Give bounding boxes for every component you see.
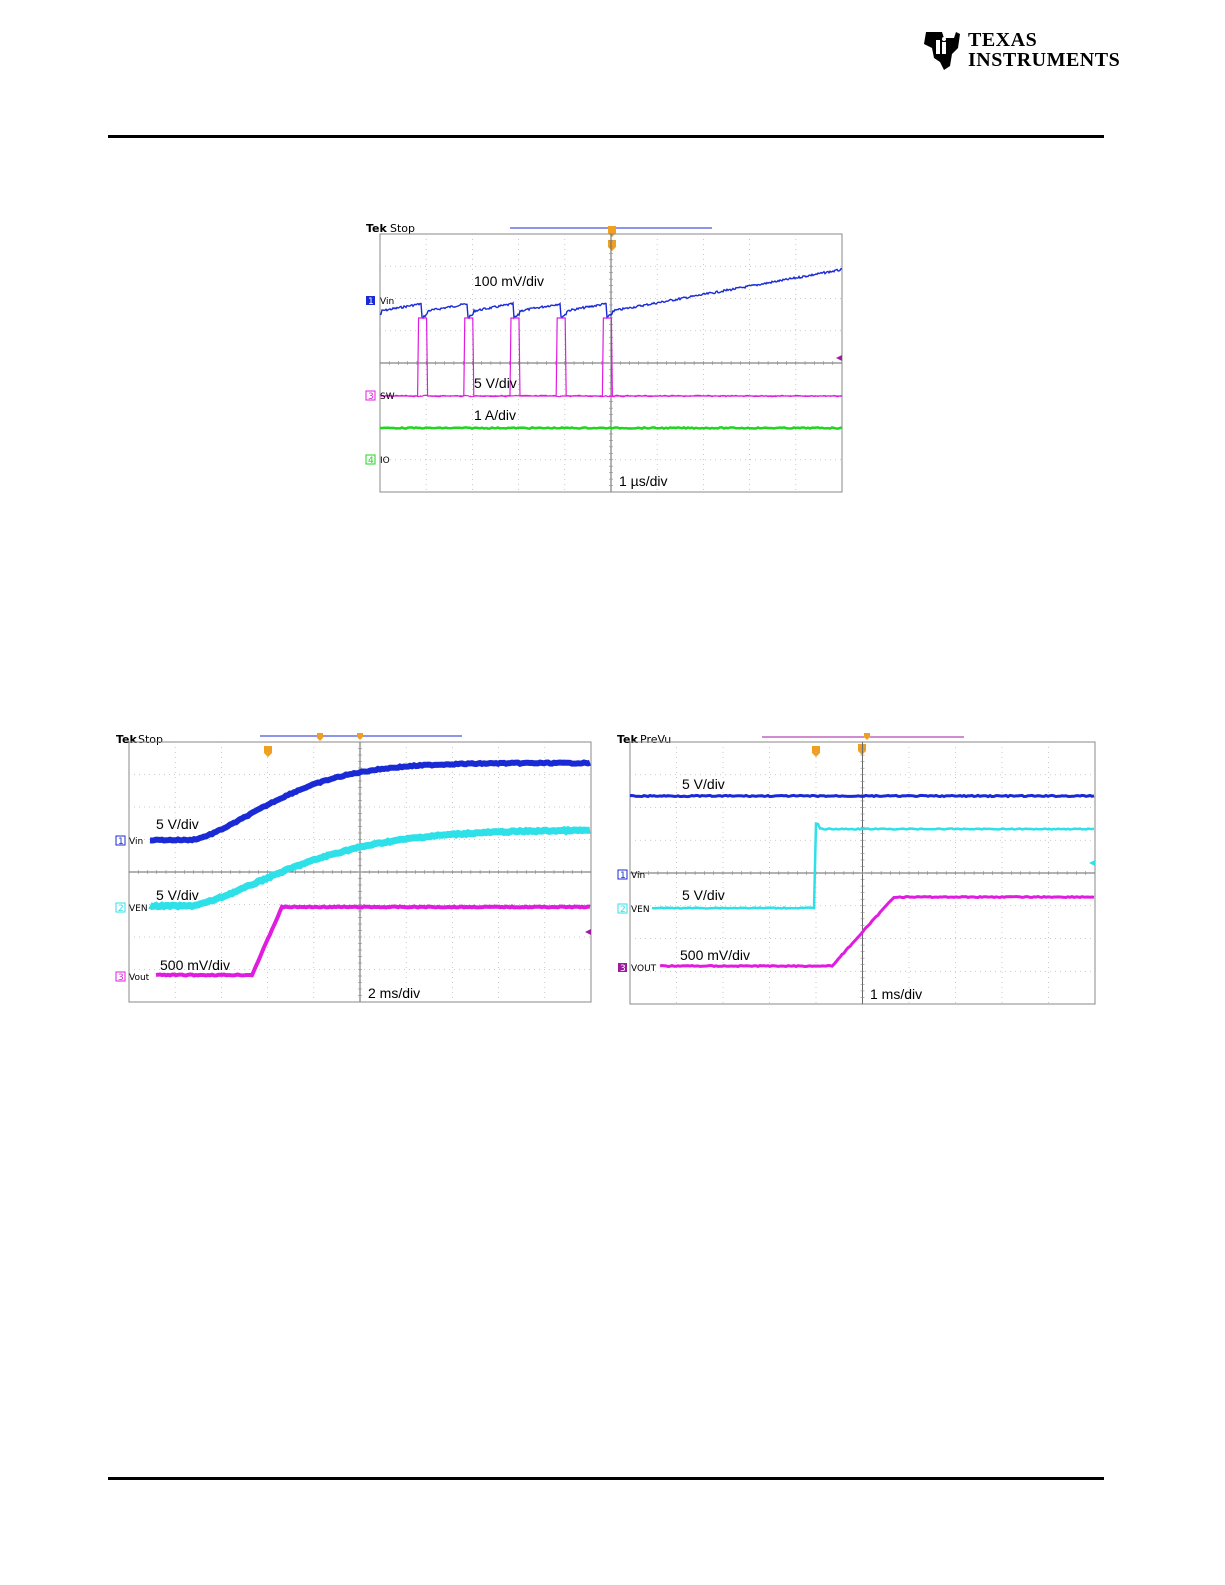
svg-text:3: 3	[620, 964, 626, 974]
scope3-scale-vout: 500 mV/div	[680, 947, 750, 963]
scope1-ch-marker-4: 4	[365, 454, 376, 466]
scope2-time-scale: 2 ms/div	[368, 985, 420, 1001]
scope1-ch-name-vin: Vin	[380, 297, 394, 307]
scope1-ch-name-sw: SW	[380, 392, 395, 402]
scope1-trigger-marker	[608, 226, 616, 237]
scope1-scale-sw: 5 V/div	[474, 375, 517, 391]
scope1-trigger-position-marker	[608, 240, 616, 251]
scope3-trigger-marker	[864, 733, 870, 740]
scope1-trace-vin	[379, 267, 843, 320]
scope2-ch-marker-1: 1	[115, 835, 126, 847]
scope-plot-switching: Tek Stop 1 Vin 3 SW 4 IO 100 mV/div 5 V/…	[365, 220, 846, 498]
scope3-trace-ven	[651, 822, 1095, 910]
scope3-state-label: PreVu	[640, 733, 671, 746]
svg-text:2: 2	[118, 904, 124, 914]
scope1-trigger-level-marker	[836, 355, 842, 361]
scope2-ch-name-ven: VEN	[129, 904, 148, 914]
scope2-scale-vout: 500 mV/div	[160, 957, 230, 973]
scope3-ch-marker-3: 3	[618, 963, 627, 974]
scope2-trigger-level-marker	[585, 929, 591, 935]
scope-plot-startup-2ms: Tek Stop 1 Vin 2 VEN 3 Vout 5 V/div 5 V/…	[114, 732, 596, 1008]
scope3-ch-marker-1: 1	[617, 869, 628, 881]
svg-text:4: 4	[368, 456, 374, 466]
scope-svg-3: Tek PreVu 1 Vin 2 VEN 3 VOUT 5 V/div 5 V…	[617, 733, 1096, 1005]
scope2-trigger-position-marker	[264, 746, 272, 757]
scope2-trigger-marker	[357, 733, 363, 740]
ti-logo: TEXAS INSTRUMENTS	[920, 28, 1120, 78]
scope2-tek-label: Tek	[116, 733, 138, 746]
scope3-tek-label: Tek	[617, 733, 639, 746]
logo-line2: INSTRUMENTS	[968, 49, 1121, 71]
svg-text:1: 1	[368, 297, 374, 307]
scope1-state-label: Stop	[390, 222, 415, 235]
scope2-view-marker	[317, 733, 323, 741]
scope2-trace-vin	[149, 759, 591, 844]
svg-text:3: 3	[118, 973, 124, 983]
svg-text:1: 1	[118, 837, 124, 847]
scope3-trace-vout	[659, 894, 1095, 969]
scope2-state-label: Stop	[138, 733, 163, 746]
scope3-trace-vin	[629, 793, 1095, 799]
scope2-scale-ven: 5 V/div	[156, 887, 199, 903]
scope1-ch-name-io: IO	[380, 456, 390, 466]
scope3-trigger-position-marker	[812, 746, 820, 757]
footer-rule	[108, 1477, 1104, 1480]
scope1-scale-io: 1 A/div	[474, 407, 516, 423]
scope1-scale-vin: 100 mV/div	[474, 273, 544, 289]
scope2-trace-vout	[155, 904, 591, 978]
scope3-scale-ven: 5 V/div	[682, 887, 725, 903]
scope3-ch-marker-2: 2	[617, 903, 628, 915]
scope2-ch-name-vin: Vin	[129, 837, 143, 847]
header-rule	[108, 135, 1104, 138]
scope1-ch-marker-3: 3	[365, 390, 376, 402]
scope2-trace-ven	[148, 825, 591, 911]
scope1-time-scale: 1 µs/div	[619, 473, 668, 489]
scope-plot-startup-1ms: Tek PreVu 1 Vin 2 VEN 3 VOUT 5 V/div 5 V…	[616, 732, 1100, 1008]
scope1-grid	[379, 233, 843, 493]
scope-svg-1: Tek Stop 1 Vin 3 SW 4 IO 100 mV/div 5 V/…	[365, 222, 843, 493]
svg-text:1: 1	[620, 871, 626, 881]
svg-text:2: 2	[620, 905, 626, 915]
scope3-scale-vin: 5 V/div	[682, 776, 725, 792]
svg-text:3: 3	[368, 392, 374, 402]
logo-line1: TEXAS	[968, 29, 1038, 51]
scope1-ch-marker-1: 1	[366, 296, 375, 307]
scope2-ch-marker-3: 3	[115, 971, 126, 983]
scope3-time-scale: 1 ms/div	[870, 986, 922, 1002]
scope3-ch-name-ven: VEN	[631, 905, 650, 915]
scope2-scale-vin: 5 V/div	[156, 816, 199, 832]
scope1-trace-io	[379, 425, 843, 430]
scope2-ch-marker-2: 2	[115, 902, 126, 914]
ti-logo-icon	[924, 32, 960, 70]
scope1-trace-sw	[379, 317, 843, 398]
scope1-tek-label: Tek	[366, 222, 388, 235]
scope3-ch-name-vin: Vin	[631, 871, 645, 881]
scope-svg-2: Tek Stop 1 Vin 2 VEN 3 Vout 5 V/div 5 V/…	[115, 733, 592, 1003]
scope2-grid	[128, 741, 592, 1003]
scope3-ch-name-vout: VOUT	[631, 964, 657, 974]
scope3-trigger-level-marker	[1089, 860, 1095, 866]
scope2-ch-name-vout: Vout	[129, 973, 150, 983]
